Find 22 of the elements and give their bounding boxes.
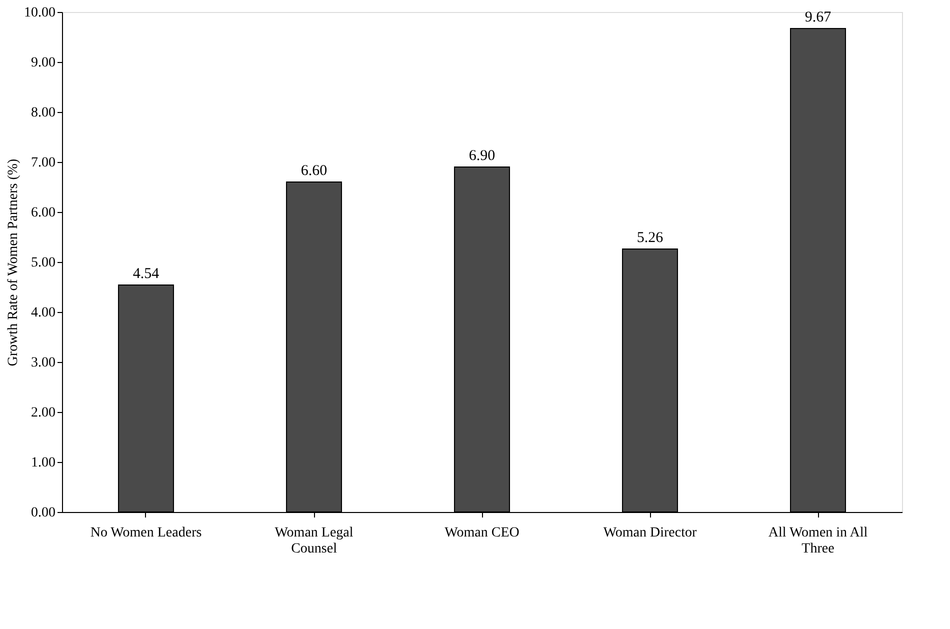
x-tick-label: No Women Leaders — [90, 526, 202, 540]
data-label: 9.67 — [804, 10, 832, 26]
y-tick-label: 7.00 — [31, 156, 56, 170]
data-label: 6.90 — [468, 148, 496, 164]
y-tick-label: 0.00 — [31, 506, 56, 520]
x-tick-label: All Women in All Three — [768, 526, 868, 556]
y-tick-label: 5.00 — [31, 256, 56, 270]
data-label: 4.54 — [132, 266, 160, 282]
y-tick-label: 8.00 — [31, 106, 56, 120]
x-tick-label: Woman Legal Counsel — [274, 526, 354, 556]
y-tick-label: 6.00 — [31, 206, 56, 220]
y-tick-label: 2.00 — [31, 406, 56, 420]
y-tick-label: 3.00 — [31, 356, 56, 370]
y-tick-label: 10.00 — [24, 6, 56, 20]
y-tick-label: 4.00 — [31, 306, 56, 320]
data-label: 5.26 — [636, 230, 664, 246]
data-label: 6.60 — [300, 163, 328, 179]
y-tick-label: 1.00 — [31, 456, 56, 470]
x-tick-label: Woman Director — [603, 526, 698, 540]
y-tick-label: 9.00 — [31, 56, 56, 70]
y-axis-title: Growth Rate of Women Partners (%) — [6, 158, 21, 366]
x-tick-label: Woman CEO — [444, 526, 520, 540]
